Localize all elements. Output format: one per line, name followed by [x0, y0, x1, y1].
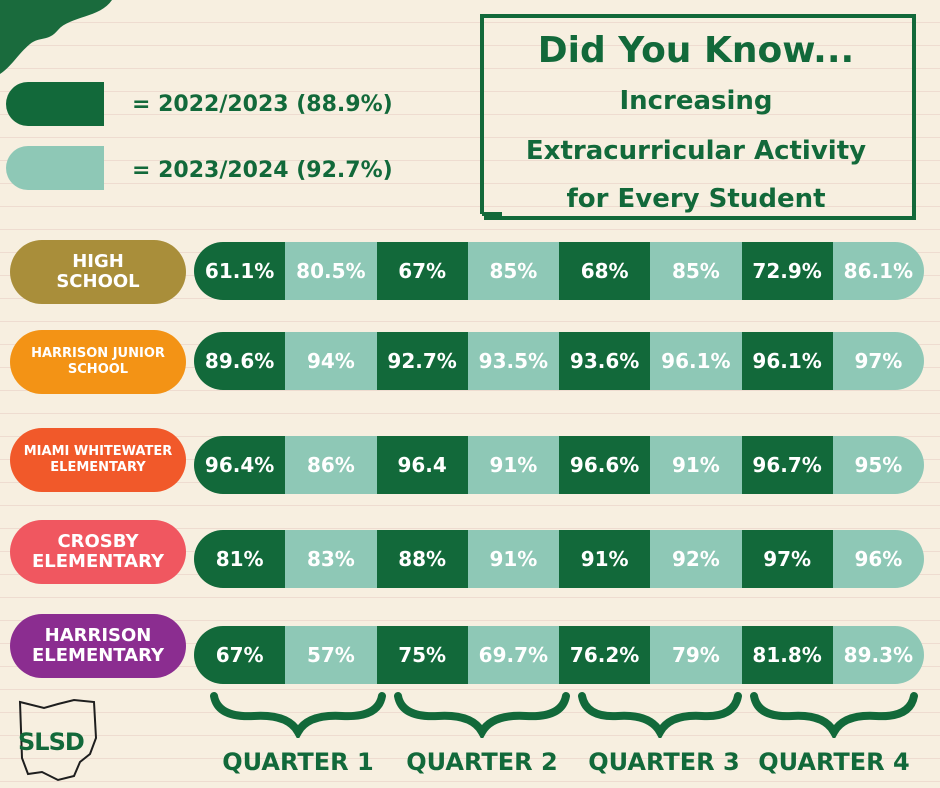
callout-frame — [480, 14, 916, 220]
value-q1-2023-2024: 83% — [285, 530, 377, 588]
value-q4-2022-2023: 72.9% — [741, 242, 833, 300]
value-q4-2023-2024: 86.1% — [832, 242, 924, 300]
decorative-blob — [0, 0, 112, 74]
value-q4-2022-2023: 97% — [741, 530, 833, 588]
value-q1-2022-2023: 96.4% — [194, 436, 286, 494]
value-q3-2022-2023: 68% — [559, 242, 651, 300]
value-q4-2023-2024: 97% — [832, 332, 924, 390]
legend-label-2023-2024: = 2023/2024 (92.7%) — [132, 158, 393, 183]
value-q1-2022-2023: 89.6% — [194, 332, 286, 390]
data-bar-high-school: 61.1% 80.5% 67% 85% 68% 85% 72.9% 86.1% — [194, 242, 924, 300]
value-q2-2023-2024: 91% — [467, 530, 559, 588]
value-q3-2022-2023: 93.6% — [559, 332, 651, 390]
value-q4-2023-2024: 95% — [832, 436, 924, 494]
value-q3-2022-2023: 76.2% — [559, 626, 651, 684]
ohio-state-outline-icon — [18, 698, 98, 782]
quarter-1-label: QUARTER 1 — [222, 748, 374, 776]
value-q2-2022-2023: 67% — [376, 242, 468, 300]
value-q2-2022-2023: 96.4 — [376, 436, 468, 494]
value-q1-2023-2024: 94% — [285, 332, 377, 390]
value-q4-2022-2023: 96.1% — [741, 332, 833, 390]
value-q2-2022-2023: 92.7% — [376, 332, 468, 390]
school-label-harrison-elementary: HARRISON ELEMENTARY — [10, 614, 186, 678]
school-name-line: HARRISON — [44, 625, 152, 646]
data-bar-crosby-elementary: 81% 83% 88% 91% 91% 92% 97% 96% — [194, 530, 924, 588]
callout-title: Did You Know... — [537, 30, 855, 71]
value-q3-2023-2024: 91% — [650, 436, 742, 494]
value-q1-2023-2024: 80.5% — [285, 242, 377, 300]
value-q1-2023-2024: 86% — [285, 436, 377, 494]
school-name-line: MIAMI WHITEWATER — [23, 444, 173, 459]
quarter-2-label: QUARTER 2 — [406, 748, 558, 776]
school-name-line: ELEMENTARY — [31, 551, 165, 572]
school-name-line: ELEMENTARY — [50, 460, 146, 475]
quarter-4-label: QUARTER 4 — [758, 748, 910, 776]
value-q1-2022-2023: 61.1% — [194, 242, 286, 300]
brace-quarter-4 — [750, 692, 918, 738]
value-q2-2023-2024: 85% — [467, 242, 559, 300]
value-q1-2023-2024: 57% — [285, 626, 377, 684]
quarter-3-label: QUARTER 3 — [588, 748, 740, 776]
value-q2-2023-2024: 93.5% — [467, 332, 559, 390]
school-label-crosby-elementary: CROSBY ELEMENTARY — [10, 520, 186, 584]
school-name-line: CROSBY — [57, 531, 139, 552]
legend-label-2022-2023: = 2022/2023 (88.9%) — [132, 92, 393, 117]
value-q1-2022-2023: 81% — [194, 530, 286, 588]
value-q2-2022-2023: 88% — [376, 530, 468, 588]
value-q3-2022-2023: 91% — [559, 530, 651, 588]
callout-line-3: for Every Student — [566, 184, 826, 214]
brace-quarter-2 — [394, 692, 570, 738]
value-q3-2022-2023: 96.6% — [559, 436, 651, 494]
value-q3-2023-2024: 85% — [650, 242, 742, 300]
school-label-high-school: HIGH SCHOOL — [10, 240, 186, 304]
value-q3-2023-2024: 96.1% — [650, 332, 742, 390]
brace-quarter-3 — [578, 692, 742, 738]
brace-quarter-1 — [210, 692, 386, 738]
value-q1-2022-2023: 67% — [194, 626, 286, 684]
school-name-line: ELEMENTARY — [31, 645, 165, 666]
value-q4-2022-2023: 81.8% — [741, 626, 833, 684]
callout-line-2: Extracurricular Activity — [525, 136, 867, 166]
data-bar-harrison-elementary: 67% 57% 75% 69.7% 76.2% 79% 81.8% 89.3% — [194, 626, 924, 684]
value-q2-2023-2024: 69.7% — [467, 626, 559, 684]
value-q2-2023-2024: 91% — [467, 436, 559, 494]
value-q4-2023-2024: 96% — [832, 530, 924, 588]
school-name-line: HIGH — [72, 251, 124, 272]
value-q4-2023-2024: 89.3% — [832, 626, 924, 684]
legend-swatch-2023-2024 — [6, 146, 104, 190]
school-name-line: HARRISON JUNIOR — [31, 346, 165, 361]
data-bar-miami-whitewater-elementary: 96.4% 86% 96.4 91% 96.6% 91% 96.7% 95% — [194, 436, 924, 494]
legend-swatch-2022-2023 — [6, 82, 104, 126]
value-q4-2022-2023: 96.7% — [741, 436, 833, 494]
callout-line-1: Increasing — [619, 86, 773, 116]
value-q3-2023-2024: 79% — [650, 626, 742, 684]
school-name-line: SCHOOL — [67, 362, 129, 377]
value-q3-2023-2024: 92% — [650, 530, 742, 588]
school-name-line: SCHOOL — [56, 271, 140, 292]
school-label-miami-whitewater-elementary: MIAMI WHITEWATER ELEMENTARY — [10, 428, 186, 492]
data-bar-harrison-junior-school: 89.6% 94% 92.7% 93.5% 93.6% 96.1% 96.1% … — [194, 332, 924, 390]
school-label-harrison-junior-school: HARRISON JUNIOR SCHOOL — [10, 330, 186, 394]
value-q2-2022-2023: 75% — [376, 626, 468, 684]
logo-text: SLSD — [18, 728, 85, 756]
